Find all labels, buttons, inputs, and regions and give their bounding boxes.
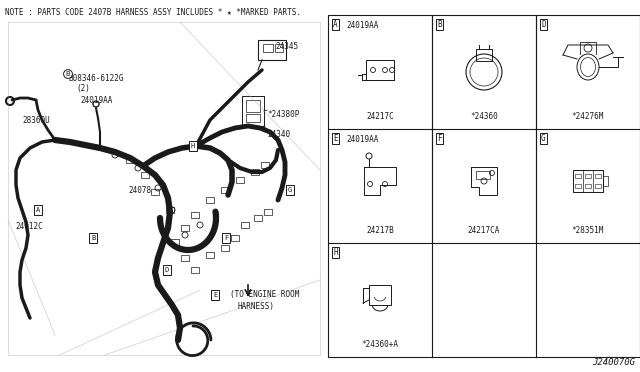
Text: E: E: [213, 292, 217, 298]
Bar: [166, 207, 174, 213]
Text: 24340: 24340: [267, 130, 290, 139]
Bar: [328, 15, 640, 357]
Text: 24217C: 24217C: [366, 112, 394, 121]
Bar: [595, 184, 601, 188]
Text: J240070G: J240070G: [592, 358, 635, 367]
Bar: [206, 197, 214, 203]
Bar: [221, 245, 229, 251]
Text: HARNESS): HARNESS): [237, 302, 274, 311]
Bar: [141, 172, 149, 178]
Bar: [476, 171, 490, 179]
Text: 24217B: 24217B: [366, 226, 394, 235]
Bar: [126, 157, 134, 163]
Text: B: B: [66, 71, 70, 77]
Bar: [263, 44, 273, 52]
Bar: [251, 169, 259, 175]
Text: E: E: [333, 134, 338, 143]
Bar: [241, 222, 249, 228]
Bar: [236, 177, 244, 183]
Text: *24276M: *24276M: [572, 112, 604, 121]
Bar: [575, 184, 581, 188]
Text: H: H: [333, 248, 338, 257]
Text: *24360+A: *24360+A: [362, 340, 399, 349]
Bar: [171, 239, 179, 245]
Bar: [181, 255, 189, 261]
Text: 24217CA: 24217CA: [468, 226, 500, 235]
Bar: [246, 114, 260, 122]
Bar: [246, 100, 260, 112]
Bar: [585, 174, 591, 178]
Text: B: B: [91, 235, 95, 241]
Text: G: G: [288, 187, 292, 193]
Bar: [181, 225, 189, 231]
Text: 24012C: 24012C: [15, 222, 43, 231]
Text: (TO ENGINE ROOM: (TO ENGINE ROOM: [230, 290, 300, 299]
Bar: [573, 170, 603, 192]
Bar: [275, 44, 283, 52]
Text: F: F: [224, 235, 228, 241]
Bar: [254, 215, 262, 221]
Bar: [369, 285, 391, 305]
Bar: [221, 187, 229, 193]
Bar: [242, 96, 264, 126]
Bar: [206, 252, 214, 258]
Bar: [264, 209, 272, 215]
Text: 28360U: 28360U: [22, 116, 50, 125]
Text: A: A: [36, 207, 40, 213]
Text: 24019AA: 24019AA: [80, 96, 113, 105]
Text: *24360: *24360: [470, 112, 498, 121]
Text: (2): (2): [76, 84, 90, 93]
Bar: [258, 40, 286, 60]
Text: NOTE : PARTS CODE 2407B HARNESS ASSY INCLUDES * ★ *MARKED PARTS.: NOTE : PARTS CODE 2407B HARNESS ASSY INC…: [5, 8, 301, 17]
Bar: [191, 267, 199, 273]
Bar: [261, 162, 269, 168]
Text: *28351M: *28351M: [572, 226, 604, 235]
Text: 24345: 24345: [275, 42, 298, 51]
Text: 24019AA: 24019AA: [346, 135, 378, 144]
Bar: [585, 184, 591, 188]
Bar: [476, 49, 492, 61]
Bar: [231, 235, 239, 241]
Text: D: D: [165, 267, 169, 273]
Bar: [595, 174, 601, 178]
Text: A: A: [333, 20, 338, 29]
Bar: [191, 212, 199, 218]
Bar: [366, 60, 394, 80]
Text: D: D: [541, 20, 546, 29]
Text: B08346-6122G: B08346-6122G: [68, 74, 124, 83]
Text: F: F: [437, 134, 442, 143]
Text: 24019AA: 24019AA: [346, 21, 378, 30]
Bar: [151, 189, 159, 195]
Text: H: H: [191, 143, 195, 149]
Text: G: G: [541, 134, 546, 143]
Text: *24380P: *24380P: [267, 110, 300, 119]
Text: B: B: [437, 20, 442, 29]
Text: 24078: 24078: [128, 186, 151, 195]
Bar: [603, 176, 608, 186]
Bar: [575, 174, 581, 178]
